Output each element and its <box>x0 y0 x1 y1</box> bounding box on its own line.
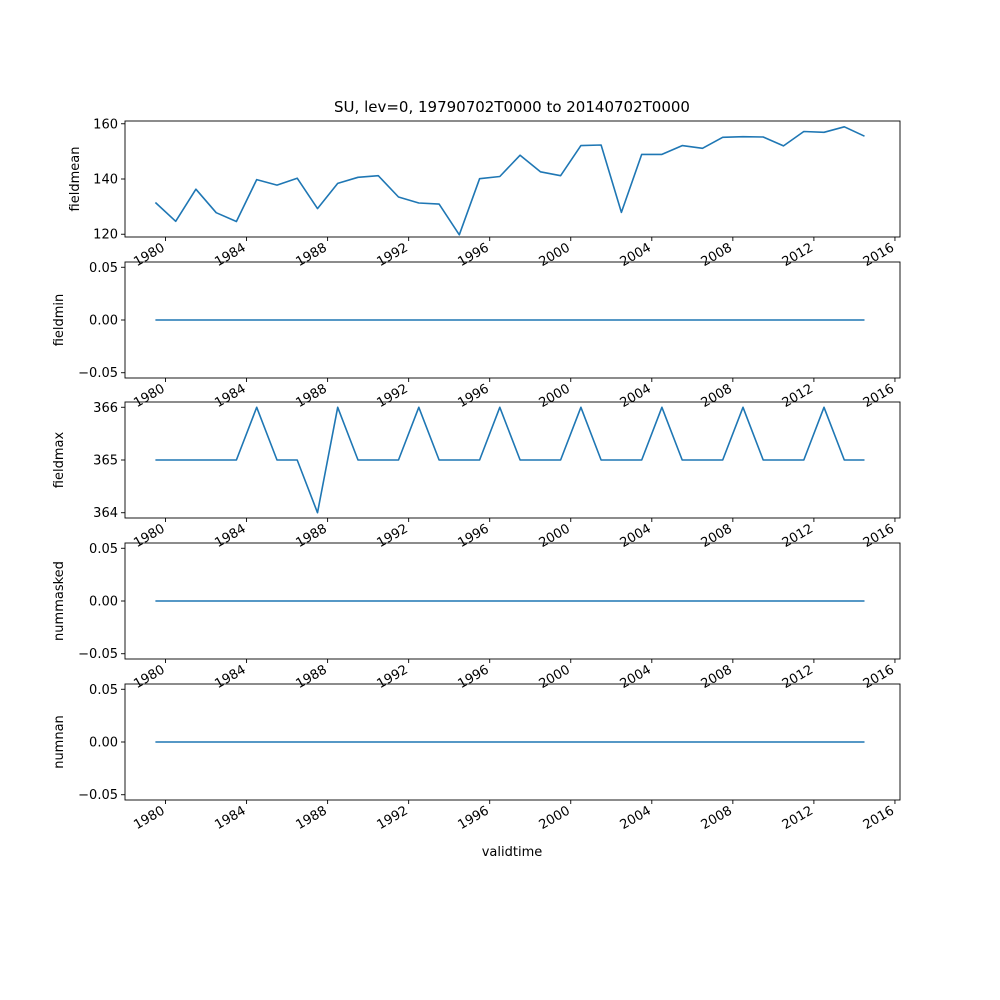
x-tick-label: 1996 <box>456 521 492 551</box>
panel-numnan: 0.05 0.00 −0.05 1980 1984 1988 1992 1996 2000 200… <box>52 683 901 833</box>
x-tick-label: 2016 <box>861 662 897 692</box>
x-tick-label: 2012 <box>780 381 816 411</box>
chart-title: SU, lev=0, 19790702T0000 to 20140702T000… <box>334 98 690 116</box>
x-tick-label: 2012 <box>780 240 816 270</box>
y-tick-label: 140 <box>93 173 118 188</box>
x-tick-label: 2004 <box>618 381 654 411</box>
x-tick-label: 2016 <box>861 803 897 833</box>
x-tick-label: 1996 <box>456 803 492 833</box>
y-axis-label: fieldmax <box>52 432 67 489</box>
y-tick-label: 0.00 <box>89 314 118 329</box>
y-axis-label: fieldmin <box>52 294 67 347</box>
plot-frame <box>124 120 901 238</box>
x-tick-label: 2016 <box>861 521 897 551</box>
series-line <box>155 406 865 514</box>
x-tick-label: 2008 <box>699 803 735 833</box>
x-tick-label: 1988 <box>293 381 329 411</box>
x-tick-label: 2016 <box>861 240 897 270</box>
y-tick-label: −0.05 <box>78 647 118 662</box>
x-tick-label: 1984 <box>212 381 248 411</box>
x-tick-label: 2000 <box>537 803 573 833</box>
x-tick-label: 1980 <box>131 240 167 270</box>
x-tick-label: 2004 <box>618 521 654 551</box>
panels: 120 140 160 1980 1984 1988 1992 1996 2000 2004 200… <box>52 117 901 833</box>
x-tick-label: 2008 <box>699 381 735 411</box>
y-tick-label: 0.05 <box>89 261 118 276</box>
x-tick-label: 1992 <box>375 803 411 833</box>
y-axis-label: nummasked <box>52 561 67 641</box>
panel-nummasked: 0.05 0.00 −0.05 1980 1984 1988 1992 1996 2000 200… <box>52 542 901 692</box>
panel-fieldmin: 0.05 0.00 −0.05 1980 1984 1988 1992 1996 2000 200… <box>52 261 901 411</box>
x-tick-label: 2004 <box>618 803 654 833</box>
y-tick-label: −0.05 <box>78 366 118 381</box>
x-tick-label: 1984 <box>212 662 248 692</box>
y-tick-label: 366 <box>93 401 118 416</box>
x-tick-label: 2008 <box>699 240 735 270</box>
x-tick-label: 2004 <box>618 240 654 270</box>
y-tick-label: 160 <box>93 117 118 132</box>
x-tick-label: 1988 <box>293 662 329 692</box>
y-tick-label: 365 <box>93 454 118 469</box>
x-tick-label: 1992 <box>375 521 411 551</box>
x-tick-label: 1984 <box>212 521 248 551</box>
x-tick-label: 2000 <box>537 240 573 270</box>
y-tick-label: −0.05 <box>78 788 118 803</box>
x-tick-label: 2008 <box>699 521 735 551</box>
x-tick-label: 2004 <box>618 662 654 692</box>
x-tick-label: 1996 <box>456 240 492 270</box>
x-tick-label: 2012 <box>780 662 816 692</box>
x-tick-label: 1988 <box>293 521 329 551</box>
x-tick-label: 2016 <box>861 381 897 411</box>
y-tick-label: 0.00 <box>89 595 118 610</box>
x-axis-label: validtime <box>482 845 543 860</box>
x-tick-label: 1980 <box>131 662 167 692</box>
x-tick-label: 2000 <box>537 381 573 411</box>
x-tick-label: 2000 <box>537 662 573 692</box>
y-axis-label: numnan <box>52 715 67 769</box>
y-tick-label: 120 <box>93 228 118 243</box>
x-tick-label: 1988 <box>293 803 329 833</box>
x-tick-label: 1980 <box>131 803 167 833</box>
x-tick-label: 2012 <box>780 521 816 551</box>
x-tick-label: 1988 <box>293 240 329 270</box>
x-tick-label: 2012 <box>780 803 816 833</box>
y-tick-label: 0.00 <box>89 736 118 751</box>
y-axis-label: fieldmean <box>68 147 83 212</box>
x-tick-label: 2008 <box>699 662 735 692</box>
series-line <box>154 126 865 236</box>
y-tick-label: 0.05 <box>89 683 118 698</box>
panel-fieldmax: 366 365 364 1980 1984 1988 1992 1996 2000 2004 200… <box>52 401 901 551</box>
x-tick-label: 1996 <box>456 381 492 411</box>
x-tick-label: 1996 <box>456 662 492 692</box>
x-tick-label: 1992 <box>375 240 411 270</box>
x-tick-label: 1984 <box>212 803 248 833</box>
x-tick-label: 1992 <box>375 381 411 411</box>
x-tick-label: 1984 <box>212 240 248 270</box>
x-tick-label: 1992 <box>375 662 411 692</box>
x-tick-label: 1980 <box>131 521 167 551</box>
y-tick-label: 0.05 <box>89 542 118 557</box>
y-tick-label: 364 <box>93 506 118 521</box>
panel-fieldmean: 120 140 160 1980 1984 1988 1992 1996 2000 2004 200… <box>68 117 901 270</box>
x-tick-label: 1980 <box>131 381 167 411</box>
x-tick-label: 2000 <box>537 521 573 551</box>
